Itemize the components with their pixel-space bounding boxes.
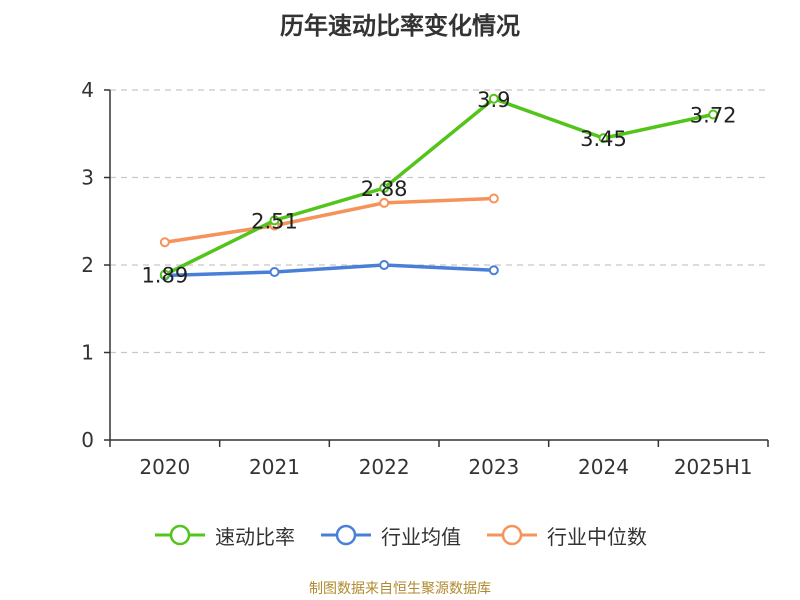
data-label: 2.51 [251,209,298,233]
data-point-series-0 [708,109,719,120]
data-label: 3.9 [477,88,510,112]
data-label: 3.72 [690,104,737,128]
data-point-series-0 [488,93,499,104]
data-point-series-2 [379,197,390,208]
x-tick-label: 2024 [578,455,629,479]
legend-item-industry-median[interactable]: 行业中位数 [485,520,647,550]
data-point-series-0 [379,183,390,193]
data-point-series-2 [488,193,499,204]
data-point-series-0 [159,269,170,280]
legend-label-industry-median: 行业中位数 [547,524,647,549]
data-label: 2.88 [361,177,408,201]
x-tick-label: 2022 [359,455,410,479]
legend-label-quick-ratio: 速动比率 [215,524,295,549]
y-tick-label: 2 [81,253,94,277]
x-tick-label: 2023 [468,455,519,479]
data-label: 3.45 [580,127,627,151]
data-point-series-0 [598,133,609,144]
legend: 速动比率 行业均值 行业中位数 [0,520,800,550]
legend-item-quick-ratio[interactable]: 速动比率 [153,520,295,550]
data-point-series-1 [379,260,390,270]
legend-item-industry-mean[interactable]: 行业均值 [319,520,461,550]
data-label: 1.89 [141,264,188,288]
data-source-note: 制图数据来自恒生聚源数据库 [309,581,491,597]
y-tick-label: 1 [81,341,94,365]
legend-swatch-quick-ratio [155,524,205,546]
y-tick-label: 3 [81,166,94,190]
chart-title: 历年速动比率变化情况 [280,12,520,40]
y-tick-label: 0 [81,428,94,452]
data-point-series-0 [269,215,280,226]
x-tick-label: 2020 [139,455,190,479]
data-point-series-1 [269,267,280,277]
legend-label-industry-mean: 行业均值 [381,524,461,549]
legend-swatch-industry-mean [321,524,371,546]
x-tick-label: 2025H1 [674,455,753,479]
series-line-0 [164,97,714,277]
series-line-2 [164,196,494,244]
data-point-series-2 [159,237,170,248]
legend-swatch-industry-median [487,524,537,546]
data-point-series-1 [488,265,499,276]
series-line-1 [164,263,494,278]
x-tick-label: 2021 [249,455,300,479]
y-tick-label: 4 [81,78,94,102]
